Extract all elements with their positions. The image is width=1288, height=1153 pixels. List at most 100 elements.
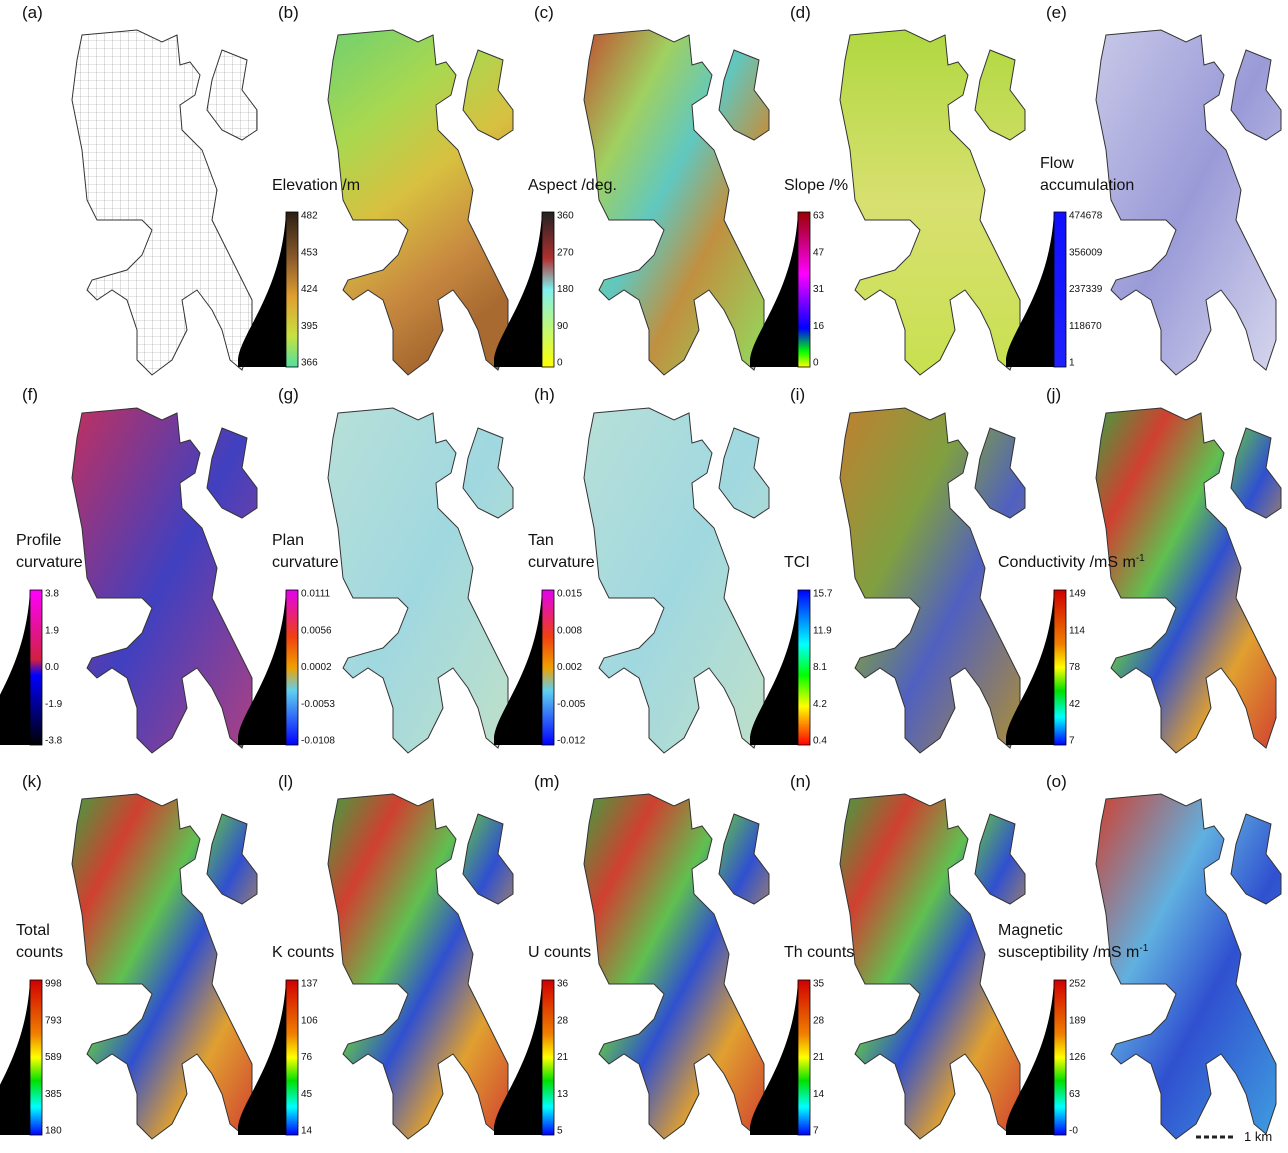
legend-title: Total [16,922,50,939]
colorbar-tick-label: 0.015 [557,589,582,600]
colorbar-tick-label: 14 [301,1126,313,1137]
colorbar-tick-label: 0.002 [557,662,582,673]
colorbar-tick-label: -0.0053 [301,699,335,710]
histogram [0,980,30,1135]
colorbar-tick-label: 126 [1069,1052,1086,1063]
colorbar [286,212,298,367]
legend-title-sup: -1 [1136,553,1145,564]
panel: (g)Plancurvature0.01110.00560.0002-0.005… [238,385,513,753]
colorbar-tick-label: 180 [45,1126,62,1137]
colorbar-tick-label: -0.005 [557,699,586,710]
map [584,408,769,753]
panel: (e)Flowaccumulation474678356009237339118… [1006,3,1281,375]
colorbar [1054,212,1066,367]
panel-letter: (j) [1046,385,1061,404]
colorbar [798,212,810,367]
colorbar-tick-label: 453 [301,247,318,258]
colorbar-tick-label: 14 [813,1089,825,1100]
legend-title: Elevation /m [272,177,360,194]
colorbar-tick-label: 793 [45,1015,62,1026]
legend-title: Aspect /deg. [528,177,617,194]
colorbar-tick-label: 42 [1069,699,1081,710]
scale-label: 1 km [1244,1129,1272,1144]
panel-letter: (f) [22,385,38,404]
colorbar [542,212,554,367]
colorbar-tick-label: 1.9 [45,625,59,636]
colorbar-tick-label: 149 [1069,589,1086,600]
colorbar [30,980,42,1135]
colorbar-tick-label: 13 [557,1089,569,1100]
panel: (h)Tancurvature0.0150.0080.002-0.005-0.0… [494,385,769,753]
panel-letter: (c) [534,3,554,22]
legend-title: Magnetic [998,922,1063,939]
colorbar-tick-label: 7 [1069,736,1075,747]
legend-title: Plan [272,532,304,549]
panel-letter: (m) [534,772,559,791]
colorbar-tick-label: 0.0 [45,662,59,673]
histogram [0,590,30,745]
colorbar-tick-label: -1.9 [45,699,63,710]
legend-title: U counts [528,944,591,961]
colorbar-tick-label: 63 [813,211,825,222]
legend-title: curvature [272,554,339,571]
map [328,408,513,753]
colorbar-tick-label: 11.9 [813,625,832,636]
panel: (j)Conductivity /mS m-114911478427 [998,385,1281,753]
colorbar [798,980,810,1135]
legend-title: Flow [1040,155,1074,172]
panel: (a) [22,3,257,375]
map [72,794,257,1139]
map [584,30,769,375]
legend-title: accumulation [1040,177,1134,194]
colorbar-tick-label: 0 [813,358,819,369]
colorbar [1054,590,1066,745]
colorbar [1054,980,1066,1135]
colorbar-tick-label: 270 [557,247,574,258]
colorbar-tick-label: 5 [557,1126,563,1137]
colorbar-tick-label: 395 [301,321,318,332]
colorbar-tick-label: 237339 [1069,284,1103,295]
legend-title-sup: -1 [1139,943,1148,954]
colorbar-tick-label: -0.012 [557,736,586,747]
colorbar-tick-label: 78 [1069,662,1081,673]
map [1096,408,1281,753]
figure: (a)(b)Elevation /m482453424395366(c)Aspe… [0,0,1288,1148]
panel-letter: (h) [534,385,555,404]
legend-title: curvature [528,554,595,571]
colorbar-tick-label: 385 [45,1089,62,1100]
colorbar [542,590,554,745]
colorbar-tick-label: -0.0108 [301,736,335,747]
colorbar-tick-label: 21 [557,1052,569,1063]
map [328,30,513,375]
colorbar-tick-label: 118670 [1069,321,1102,332]
colorbar-tick-label: 7 [813,1126,819,1137]
colorbar-tick-label: 36 [557,979,569,990]
colorbar-tick-label: 0.4 [813,736,827,747]
map [328,794,513,1139]
colorbar-tick-label: 15.7 [813,589,833,600]
colorbar-tick-label: 106 [301,1015,318,1026]
colorbar-tick-label: 35 [813,979,825,990]
legend-title: Profile [16,532,61,549]
map [840,30,1025,375]
panel-letter: (i) [790,385,805,404]
colorbar-tick-label: 482 [301,211,318,222]
colorbar-tick-label: 0 [557,358,563,369]
colorbar-tick-label: -0 [1069,1126,1078,1137]
panel-letter: (n) [790,772,811,791]
colorbar [798,590,810,745]
colorbar-tick-label: 0.008 [557,625,582,636]
colorbar-tick-label: 0.0056 [301,625,332,636]
panels: (a)(b)Elevation /m482453424395366(c)Aspe… [0,3,1281,1139]
panel-letter: (k) [22,772,42,791]
map [1096,30,1281,375]
colorbar-tick-label: 180 [557,284,574,295]
panel-letter: (d) [790,3,811,22]
colorbar-tick-label: 45 [301,1089,313,1100]
